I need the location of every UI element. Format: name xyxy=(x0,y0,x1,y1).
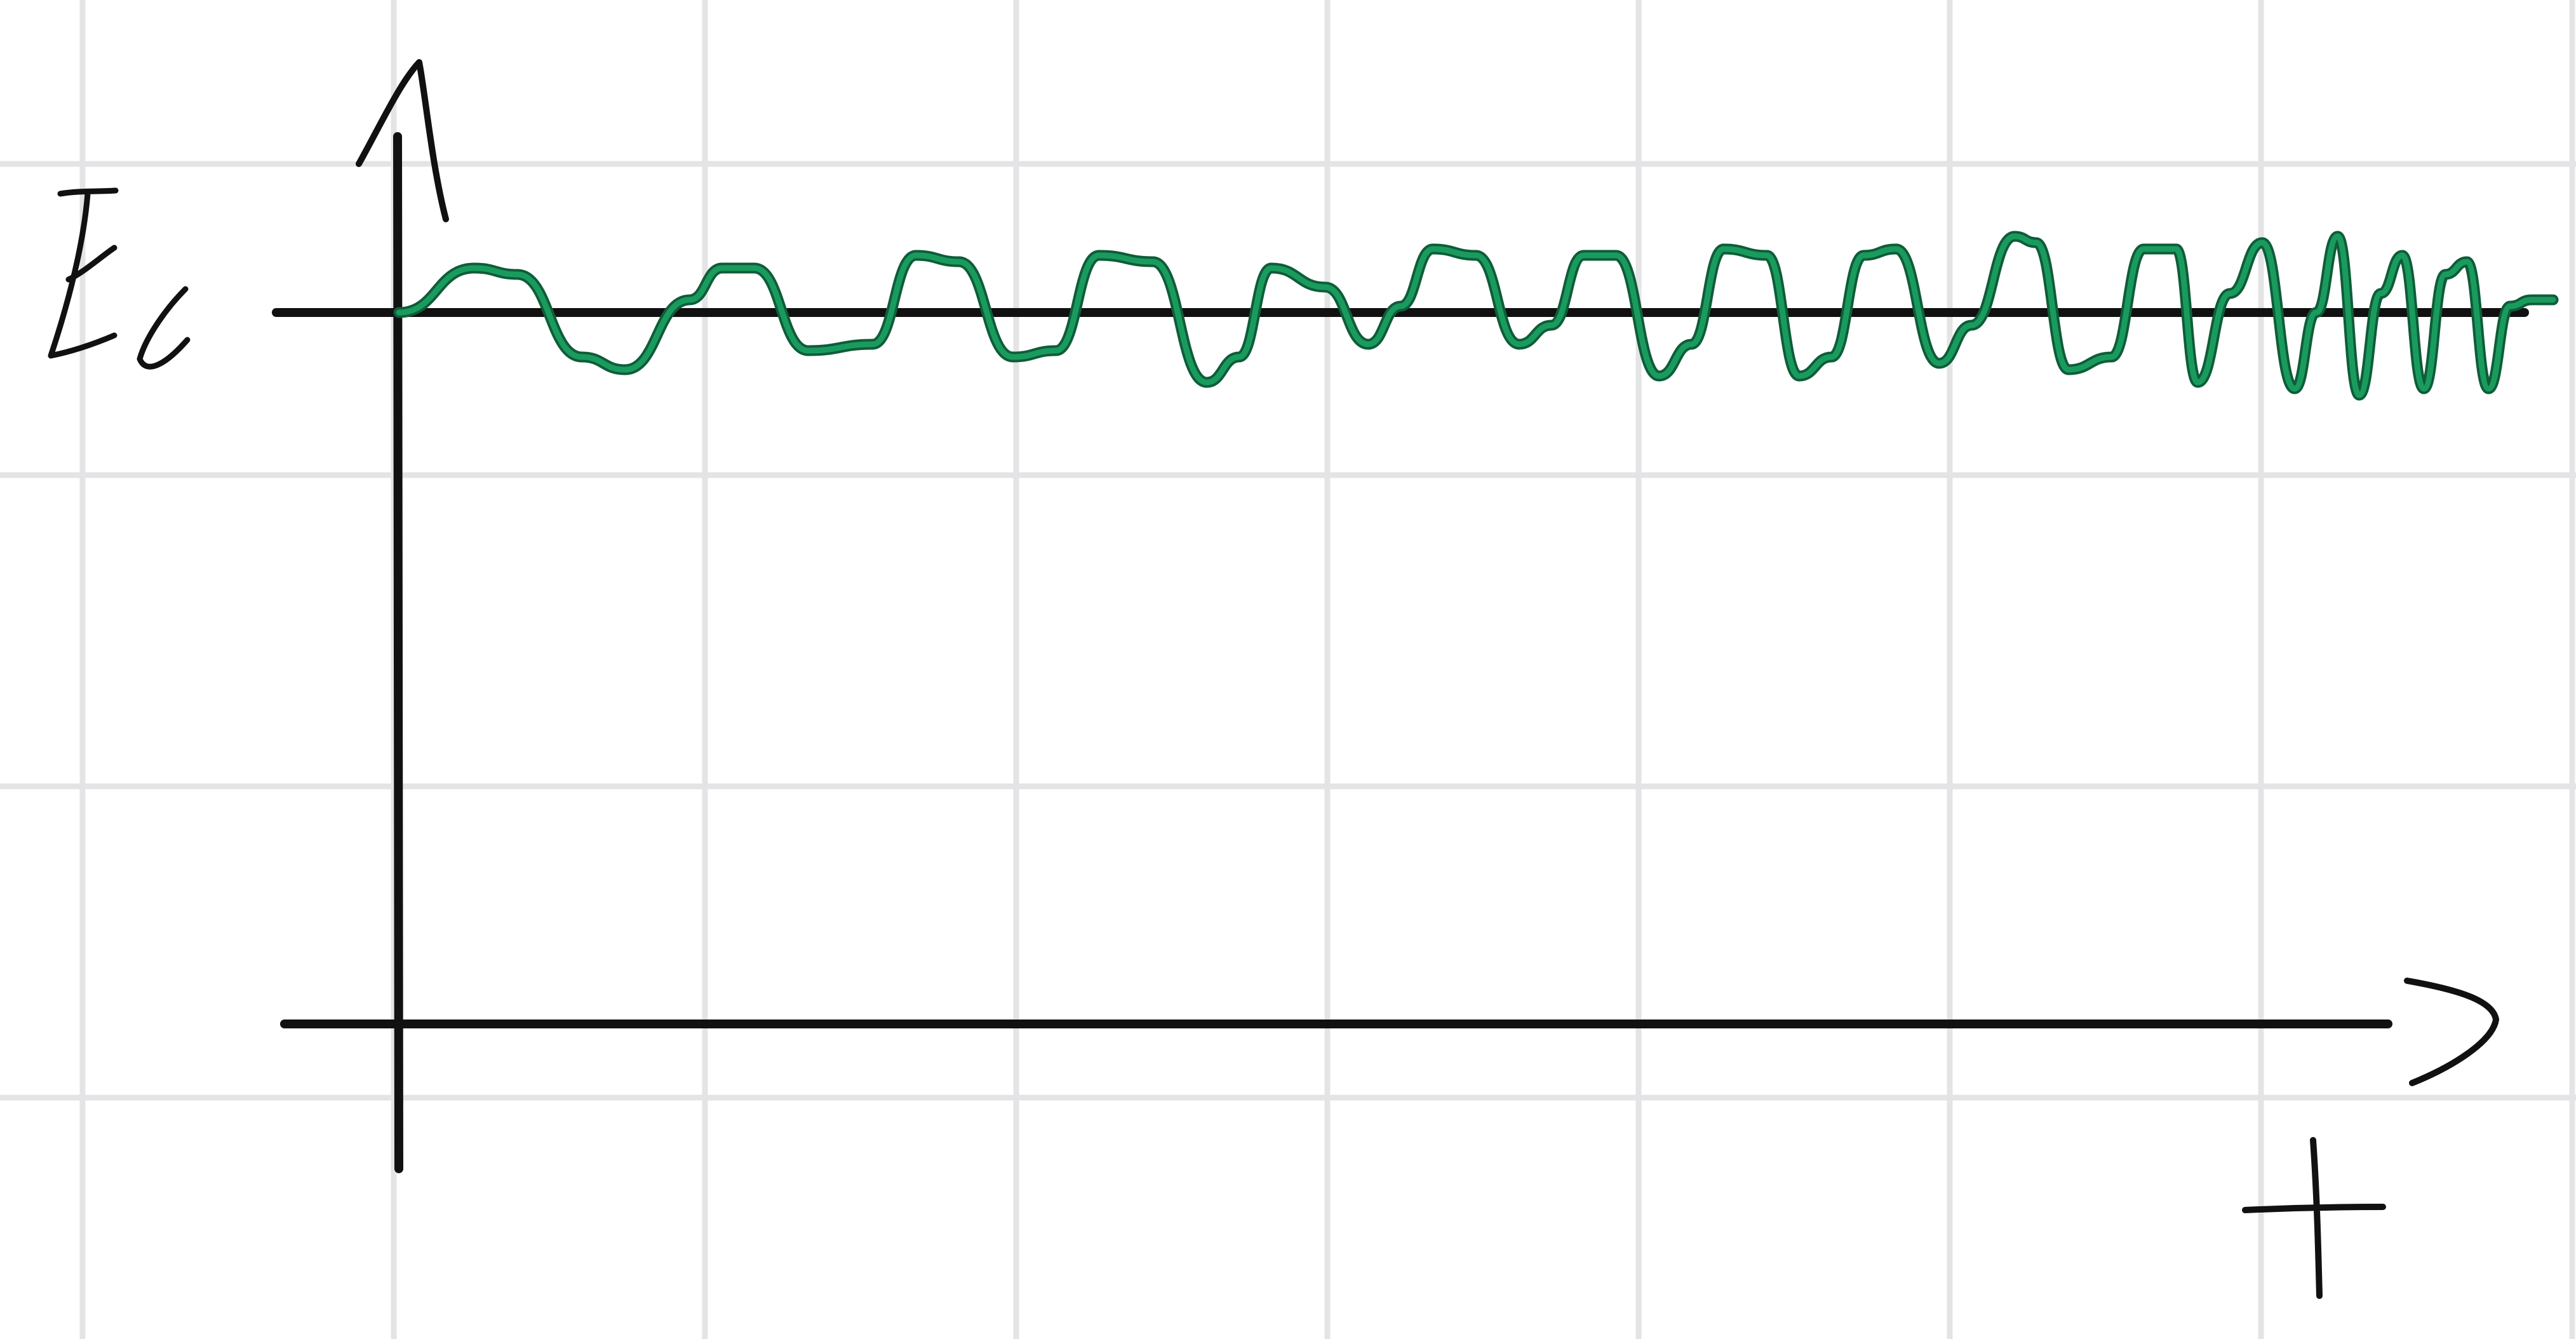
signal-line xyxy=(396,233,2556,398)
reference-label-handwriting xyxy=(48,187,191,370)
y-axis xyxy=(393,132,403,1173)
signal-series xyxy=(393,231,2559,401)
reference-line-label: Ec xyxy=(37,187,191,370)
axes xyxy=(272,59,2529,1173)
x-axis-label: t xyxy=(2242,1137,2386,1300)
x-axis-arrow xyxy=(2404,978,2499,1086)
x-label-handwriting xyxy=(2242,1137,2386,1299)
x-label-text: t xyxy=(2242,1298,2243,1300)
y-axis-arrow xyxy=(356,59,449,222)
reference-label-text: Ec xyxy=(37,365,39,366)
